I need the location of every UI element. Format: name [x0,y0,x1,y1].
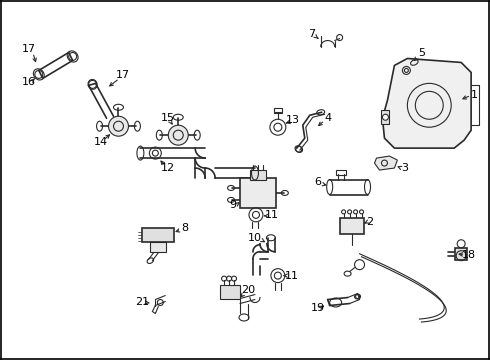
Bar [340,218,364,234]
Text: 17: 17 [22,44,36,54]
Text: 14: 14 [94,137,108,147]
Circle shape [347,210,352,214]
Bar [220,285,240,298]
Bar [336,170,345,175]
Bar [143,228,174,242]
Bar [250,170,266,180]
Text: 21: 21 [135,297,149,306]
Circle shape [168,125,188,145]
Text: 6: 6 [314,177,321,187]
Bar [382,110,390,124]
Circle shape [108,116,128,136]
Polygon shape [374,156,397,170]
Text: 16: 16 [22,77,36,87]
Text: 15: 15 [161,113,175,123]
Text: 9: 9 [229,200,237,210]
Bar [274,108,282,113]
Text: 11: 11 [285,271,299,281]
Bar [455,248,467,260]
Bar [240,178,276,208]
Text: 7: 7 [308,28,315,39]
Text: 11: 11 [265,210,279,220]
Text: 2: 2 [366,217,373,227]
Text: 13: 13 [286,115,300,125]
Circle shape [383,114,389,120]
Text: 18: 18 [462,250,476,260]
Text: 17: 17 [116,71,129,80]
Text: 20: 20 [241,284,255,294]
Circle shape [360,210,364,214]
Text: 10: 10 [248,233,262,243]
Text: 8: 8 [182,223,189,233]
Bar [150,242,166,252]
Text: 12: 12 [161,163,175,173]
Text: 4: 4 [324,113,331,123]
Text: 19: 19 [311,302,325,312]
Polygon shape [383,58,471,148]
Text: 3: 3 [401,163,408,173]
Text: 1: 1 [470,90,478,100]
Text: 5: 5 [418,49,425,58]
Circle shape [354,210,358,214]
Circle shape [342,210,345,214]
